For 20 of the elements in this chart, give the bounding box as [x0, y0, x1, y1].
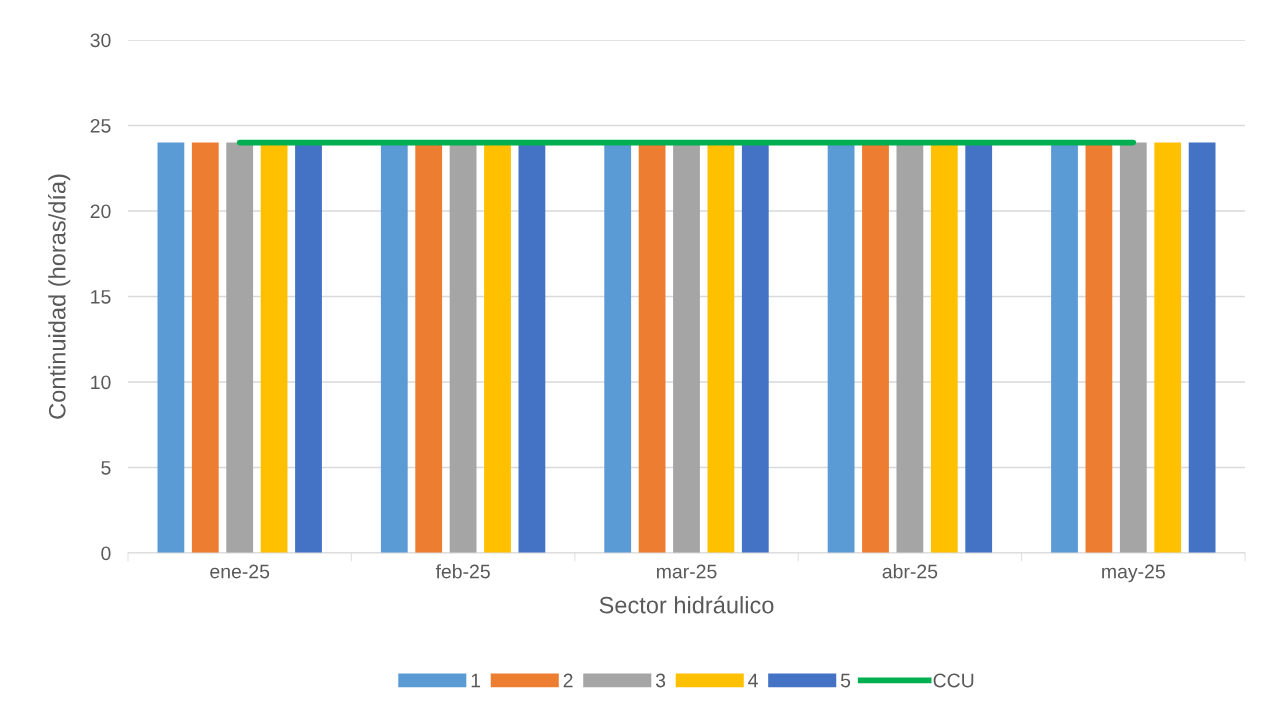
x-tick-label: may-25 [1102, 564, 1165, 583]
y-axis-title: Continuidad (horas/día) [47, 174, 71, 419]
y-tick-label: 10 [91, 375, 111, 390]
legend-label: 1 [471, 673, 481, 688]
x-tick-label: mar-25 [657, 564, 717, 579]
legend-label: 5 [840, 673, 851, 688]
legend-label: CCU [933, 673, 974, 688]
x-tick-label: abr-25 [882, 564, 938, 579]
legend-label: 2 [563, 673, 573, 688]
y-tick-label: 5 [101, 461, 111, 475]
x-tick-label: ene-25 [210, 564, 270, 579]
y-tick-label: 15 [91, 290, 111, 304]
y-tick-label: 30 [90, 33, 111, 48]
y-tick-label: 20 [90, 204, 111, 219]
legend-label: 3 [655, 673, 666, 688]
y-tick-label: 0 [101, 546, 111, 561]
legend-label: 4 [748, 673, 758, 688]
x-axis-title: Sector hidráulico [599, 595, 774, 614]
x-tick-label: feb-25 [435, 564, 490, 579]
y-tick-label: 25 [90, 118, 111, 133]
